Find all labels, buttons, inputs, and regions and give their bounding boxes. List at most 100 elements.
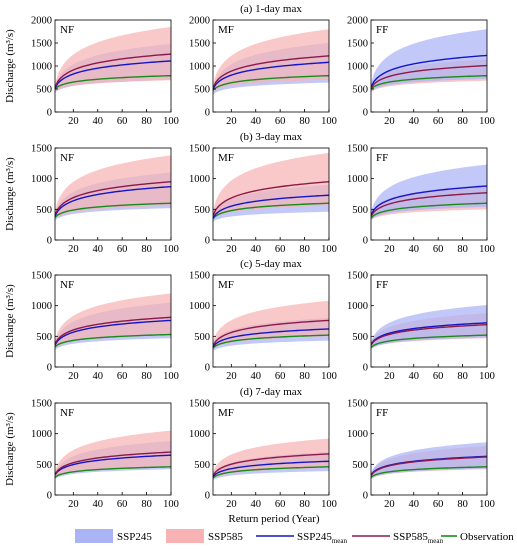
legend-label-observation: Observation xyxy=(460,531,514,543)
plot-area xyxy=(55,430,171,480)
x-tick-label: 80 xyxy=(141,499,152,510)
plot-frame xyxy=(54,147,172,241)
panel-label: NF xyxy=(60,407,74,419)
line-ssp585mean xyxy=(371,64,487,89)
line-ssp585mean xyxy=(55,181,171,216)
y-tick-label: 500 xyxy=(352,205,368,216)
line-observation xyxy=(371,466,487,478)
panel-label: FF xyxy=(376,24,388,36)
y-tick-label: 1000 xyxy=(31,174,52,185)
x-axis-label: Return period (Year) xyxy=(228,513,319,525)
y-tick-label: 1500 xyxy=(347,39,368,50)
x-tick-label: 40 xyxy=(408,499,419,510)
line-ssp245mean xyxy=(55,60,171,89)
panel-label: NF xyxy=(60,279,74,291)
legend-label-ssp585: SSP585 xyxy=(208,531,243,543)
line-observation xyxy=(213,202,329,220)
x-tick-label: 40 xyxy=(408,116,419,127)
x-tick-label: 20 xyxy=(384,499,395,510)
x-tick-label: 100 xyxy=(321,499,337,510)
y-tick-label: 500 xyxy=(194,205,210,216)
plot-frame xyxy=(370,147,488,241)
line-ssp245mean xyxy=(213,61,329,90)
line-ssp245mean xyxy=(213,328,329,348)
y-tick-label: 1000 xyxy=(347,174,368,185)
panel-nf-row-2: 0 500 1000 1500 20 40 60 80 100 NF xyxy=(31,144,179,256)
y-tick-label: 500 xyxy=(352,460,368,471)
y-tick-label: 0 xyxy=(205,363,210,374)
legend-swatch-ssp245 xyxy=(75,529,113,543)
line-ssp585mean xyxy=(213,453,329,476)
line-ssp245mean xyxy=(55,185,171,217)
x-tick-label: 40 xyxy=(92,371,103,382)
panel-nf-row-3: 0 500 1000 1500 20 40 60 80 100 NF xyxy=(31,271,179,383)
x-tick-label: 80 xyxy=(141,244,152,255)
band-ssp245 xyxy=(371,164,487,220)
plot-frame xyxy=(212,147,330,241)
panel-mf-row-4: 0 500 1000 1500 20 40 60 80 100 MF xyxy=(189,399,337,511)
x-tick-label: 40 xyxy=(250,116,261,127)
plot-area xyxy=(213,438,329,481)
line-ssp245mean xyxy=(213,460,329,478)
line-ssp585mean xyxy=(371,323,487,346)
y-axis-label: Discharge (m³/s) xyxy=(4,157,16,231)
line-ssp245mean xyxy=(371,54,487,88)
x-tick-label: 20 xyxy=(68,499,79,510)
plot-frame xyxy=(212,274,330,368)
x-tick-label: 100 xyxy=(321,116,337,127)
band-ssp585 xyxy=(213,438,329,480)
y-tick-label: 1500 xyxy=(189,39,210,50)
x-tick-label: 60 xyxy=(433,244,444,255)
plot-area xyxy=(371,164,487,221)
x-tick-label: 20 xyxy=(68,371,79,382)
x-tick-label: 100 xyxy=(163,244,179,255)
x-tick-label: 20 xyxy=(226,116,237,127)
line-observation xyxy=(55,466,171,478)
x-tick-label: 100 xyxy=(163,499,179,510)
line-ssp585mean xyxy=(55,316,171,345)
line-ssp585mean xyxy=(371,192,487,217)
y-tick-label: 0 xyxy=(363,236,368,247)
y-tick-label: 2000 xyxy=(189,16,210,27)
legend-sub-ssp585-mean: mean xyxy=(428,537,444,545)
plot-area xyxy=(55,26,171,93)
plot-area xyxy=(213,152,329,222)
panel-ff-row-4: 0 500 1000 1500 20 40 60 80 100 FF xyxy=(347,399,495,511)
y-tick-label: 1500 xyxy=(31,39,52,50)
plot-area xyxy=(213,29,329,95)
x-tick-label: 80 xyxy=(299,244,310,255)
row-title: (b) 3-day max xyxy=(240,131,303,143)
plot-frame xyxy=(54,402,172,496)
x-tick-label: 100 xyxy=(479,244,495,255)
line-observation xyxy=(371,74,487,90)
y-tick-label: 1000 xyxy=(347,301,368,312)
legend-swatch-ssp585 xyxy=(166,529,204,543)
x-tick-label: 40 xyxy=(92,116,103,127)
x-tick-label: 60 xyxy=(433,116,444,127)
x-tick-label: 60 xyxy=(117,244,128,255)
plot-area xyxy=(371,29,487,93)
line-observation xyxy=(55,333,171,348)
y-tick-label: 1500 xyxy=(189,271,210,282)
x-tick-label: 80 xyxy=(141,116,152,127)
x-tick-label: 60 xyxy=(117,499,128,510)
band-ssp585 xyxy=(213,152,329,220)
x-tick-label: 80 xyxy=(457,499,468,510)
line-observation xyxy=(213,466,329,479)
y-tick-label: 2000 xyxy=(347,16,368,27)
panel-label: MF xyxy=(218,152,234,164)
x-tick-label: 60 xyxy=(275,371,286,382)
y-tick-label: 0 xyxy=(47,236,52,247)
line-observation xyxy=(371,334,487,348)
x-tick-label: 20 xyxy=(226,244,237,255)
plot-area xyxy=(55,155,171,221)
line-observation xyxy=(55,202,171,218)
y-tick-label: 2000 xyxy=(31,16,52,27)
y-tick-label: 1500 xyxy=(347,144,368,155)
y-tick-label: 1500 xyxy=(189,399,210,410)
x-tick-label: 60 xyxy=(117,371,128,382)
x-tick-label: 100 xyxy=(479,499,495,510)
x-tick-label: 20 xyxy=(226,499,237,510)
plot-area xyxy=(371,442,487,480)
